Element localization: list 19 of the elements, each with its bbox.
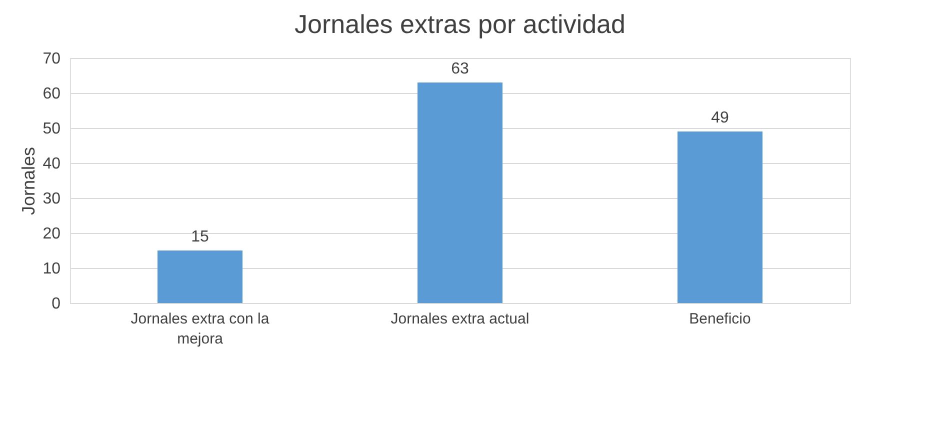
data-label: 49: [711, 110, 729, 126]
y-tick-label: 10: [42, 260, 61, 278]
y-tick-label: 50: [42, 120, 61, 138]
y-tick-label: 30: [42, 190, 61, 208]
x-tick-label: Jornales extra actual: [390, 310, 530, 328]
y-tick-label: 20: [42, 226, 61, 242]
bar: [678, 132, 762, 303]
data-label: 63: [451, 60, 469, 78]
y-tick-label: 70: [42, 50, 61, 68]
y-tick-label: 40: [42, 156, 61, 172]
y-tick-label: 0: [52, 296, 61, 312]
bar: [418, 82, 502, 303]
bar: [158, 250, 242, 303]
y-tick-label: 60: [42, 86, 61, 102]
data-label: 15: [191, 228, 209, 246]
chart-title: Jornales extras por actividad: [294, 9, 626, 39]
x-tick-label: Jornales extra con la mejora: [130, 310, 270, 348]
x-tick-label: Beneficio: [689, 310, 751, 328]
y-axis-title: Jornales: [18, 146, 39, 216]
